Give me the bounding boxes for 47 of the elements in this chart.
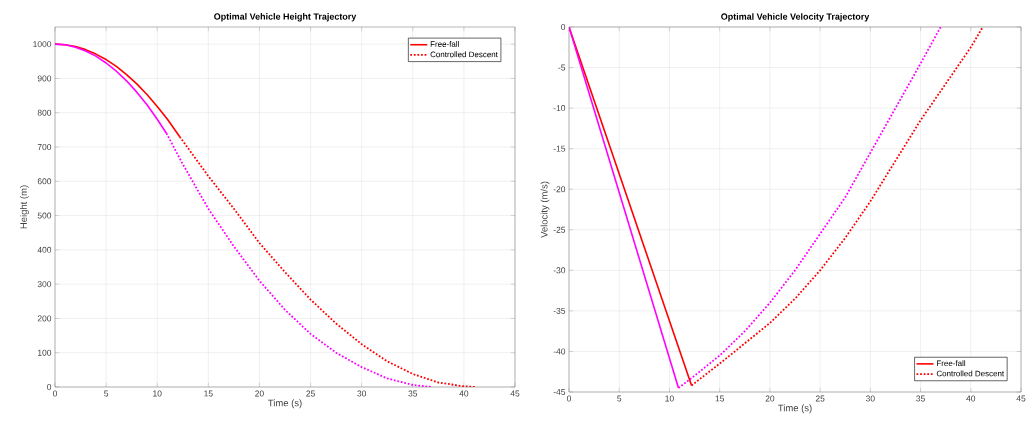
x-tick-label: 30: [865, 395, 875, 402]
x-tick-label: 45: [1016, 395, 1026, 402]
x-tick-label: 0: [52, 390, 58, 397]
x-tick-label: 30: [357, 390, 367, 397]
y-tick-label: 800: [37, 109, 52, 116]
x-tick-label: 5: [104, 390, 109, 397]
chart-title: Optimal Vehicle Height Trajectory: [214, 13, 357, 22]
x-tick-label: 10: [153, 390, 162, 397]
y-tick-label: 900: [37, 75, 52, 82]
x-tick-label: 25: [306, 390, 315, 397]
y-tick-label: -20: [553, 186, 566, 193]
y-tick-label: 600: [37, 178, 52, 185]
y-axis-title: Velocity (m/s): [540, 181, 550, 238]
x-tick-label: 0: [566, 395, 572, 402]
y-tick-label: 700: [37, 144, 52, 150]
x-tick-label: 40: [966, 395, 976, 402]
y-axis-title: Height (m): [19, 185, 29, 229]
y-tick-label: -30: [553, 267, 566, 274]
y-tick-label: -45: [553, 389, 566, 395]
y-tick-label: 0: [47, 384, 52, 390]
y-tick-label: 1000: [33, 41, 52, 48]
y-tick-label: 500: [37, 212, 52, 219]
y-tick-label: -25: [553, 226, 566, 233]
x-tick-label: 40: [459, 390, 469, 397]
y-tick-label: -40: [553, 348, 566, 355]
y-tick-label: 0: [561, 24, 566, 30]
x-tick-label: 45: [510, 390, 520, 397]
chart-title: Optimal Vehicle Velocity Trajectory: [721, 13, 870, 22]
y-tick-label: 100: [38, 349, 52, 356]
x-tick-label: 35: [408, 390, 418, 397]
y-tick-label: 400: [37, 246, 52, 253]
x-axis-title: Time (s): [778, 404, 812, 414]
x-tick-label: 25: [815, 395, 825, 402]
x-tick-label: 35: [916, 395, 925, 402]
y-tick-label: -15: [553, 145, 566, 152]
x-tick-label: 15: [204, 390, 213, 397]
y-tick-label: -5: [558, 64, 566, 71]
y-tick-label: 200: [37, 315, 52, 322]
x-tick-label: 10: [665, 395, 674, 402]
y-tick-label: 300: [37, 281, 52, 288]
x-tick-label: 20: [765, 395, 775, 402]
y-tick-label: -35: [553, 307, 566, 314]
x-tick-label: 5: [617, 395, 622, 402]
x-tick-label: 15: [715, 395, 725, 402]
x-axis-title: Time (s): [268, 399, 302, 409]
y-tick-label: -10: [553, 105, 566, 112]
x-tick-label: 20: [255, 390, 264, 397]
